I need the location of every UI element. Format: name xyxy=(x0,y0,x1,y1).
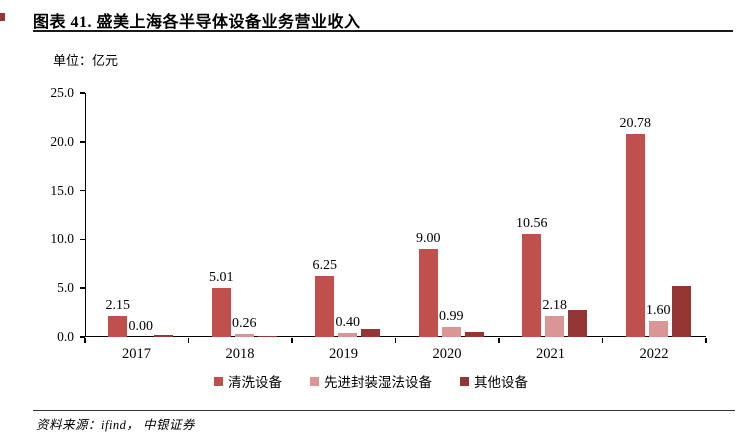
bar-value-label: 6.25 xyxy=(312,258,338,273)
bar-2018-s2 xyxy=(257,336,277,337)
title-bullet xyxy=(0,13,5,21)
bar-2018-s0 xyxy=(211,288,231,337)
bar-value-label: 9.00 xyxy=(416,231,441,247)
bar-value-label: 2.18 xyxy=(542,297,568,313)
footer-divider xyxy=(33,410,735,411)
y-axis-tick-label: 0.0 xyxy=(57,329,74,344)
bar-value-label: 0.26 xyxy=(232,316,257,332)
x-axis-tick-mark xyxy=(187,338,190,343)
y-axis-tick-mark xyxy=(80,141,85,143)
unit-label: 单位：亿元 xyxy=(53,53,119,68)
bar-2020-s2 xyxy=(464,331,484,337)
legend-swatch xyxy=(214,376,223,386)
y-axis-tick-label: 10.0 xyxy=(50,231,74,247)
x-axis-category-label: 2018 xyxy=(225,346,255,362)
y-axis-tick-mark xyxy=(80,238,85,241)
bar-2020-s0 xyxy=(418,249,438,337)
bar-2022-s0 xyxy=(625,134,645,337)
bar-2018-s1 xyxy=(234,334,254,337)
x-axis-tick-mark xyxy=(601,338,604,343)
title-divider xyxy=(33,30,733,32)
legend-label: 清洗设备 xyxy=(228,375,282,390)
y-axis-tick-label: 25.0 xyxy=(50,85,74,100)
y-axis-tick-label: 5.0 xyxy=(57,280,74,296)
y-axis-tick-label: 15.0 xyxy=(50,182,74,198)
bar-value-label: 0.00 xyxy=(128,319,154,334)
bar-value-label: 1.60 xyxy=(646,303,671,319)
legend-swatch xyxy=(460,376,469,386)
y-axis-tick-mark xyxy=(80,189,85,192)
y-axis-tick-label: 20.0 xyxy=(50,133,74,149)
y-axis-tick-mark xyxy=(80,287,85,289)
bar-value-label: 0.99 xyxy=(439,309,464,325)
legend-label: 其他设备 xyxy=(474,375,528,390)
bar-value-label: 10.56 xyxy=(516,215,548,231)
bar-2022-s1 xyxy=(648,321,668,337)
legend-swatch xyxy=(310,376,319,386)
bar-2019-s1 xyxy=(338,333,358,337)
legend-item: 先进封装湿法设备 xyxy=(310,371,432,391)
bar-2021-s1 xyxy=(545,315,565,337)
x-axis-tick-mark xyxy=(394,338,397,343)
figure-title: 图表 41. 盛美上海各半导体设备业务营业收入 xyxy=(33,14,361,31)
x-axis-tick-mark xyxy=(291,338,293,343)
x-axis-category-label: 2019 xyxy=(329,346,358,362)
bar-2019-s0 xyxy=(315,276,335,337)
legend-label: 先进封装湿法设备 xyxy=(324,375,432,390)
x-axis-tick-mark xyxy=(84,338,86,343)
bar-2022-s2 xyxy=(671,285,691,337)
x-axis-tick-mark xyxy=(498,338,500,343)
x-axis-category-label: 2017 xyxy=(122,346,151,362)
y-axis-tick-mark xyxy=(80,336,85,338)
x-axis-category-label: 2021 xyxy=(536,346,565,362)
bar-2019-s2 xyxy=(361,328,381,337)
x-axis-tick-mark xyxy=(705,338,707,343)
legend-item: 清洗设备 xyxy=(214,371,282,391)
bar-2020-s1 xyxy=(441,327,461,337)
legend-item: 其他设备 xyxy=(460,371,528,391)
chart-legend: 清洗设备 先进封装湿法设备 其他设备 xyxy=(0,371,742,391)
x-axis-category-label: 2020 xyxy=(432,346,462,362)
bar-2021-s2 xyxy=(568,310,588,337)
plot-area xyxy=(85,93,706,337)
x-axis-category-label: 2022 xyxy=(639,346,669,362)
bar-value-label: 2.15 xyxy=(105,298,131,314)
bar-value-label: 5.01 xyxy=(209,270,234,286)
bar-2017-s0 xyxy=(108,316,128,337)
bar-2017-s2 xyxy=(154,334,174,337)
bar-2021-s0 xyxy=(522,233,542,337)
y-axis-tick-mark xyxy=(80,92,85,94)
bar-value-label: 0.40 xyxy=(335,315,361,331)
bar-value-label: 20.78 xyxy=(619,116,652,132)
source-note: 资料来源：ifind， 中银证券 xyxy=(36,418,196,432)
